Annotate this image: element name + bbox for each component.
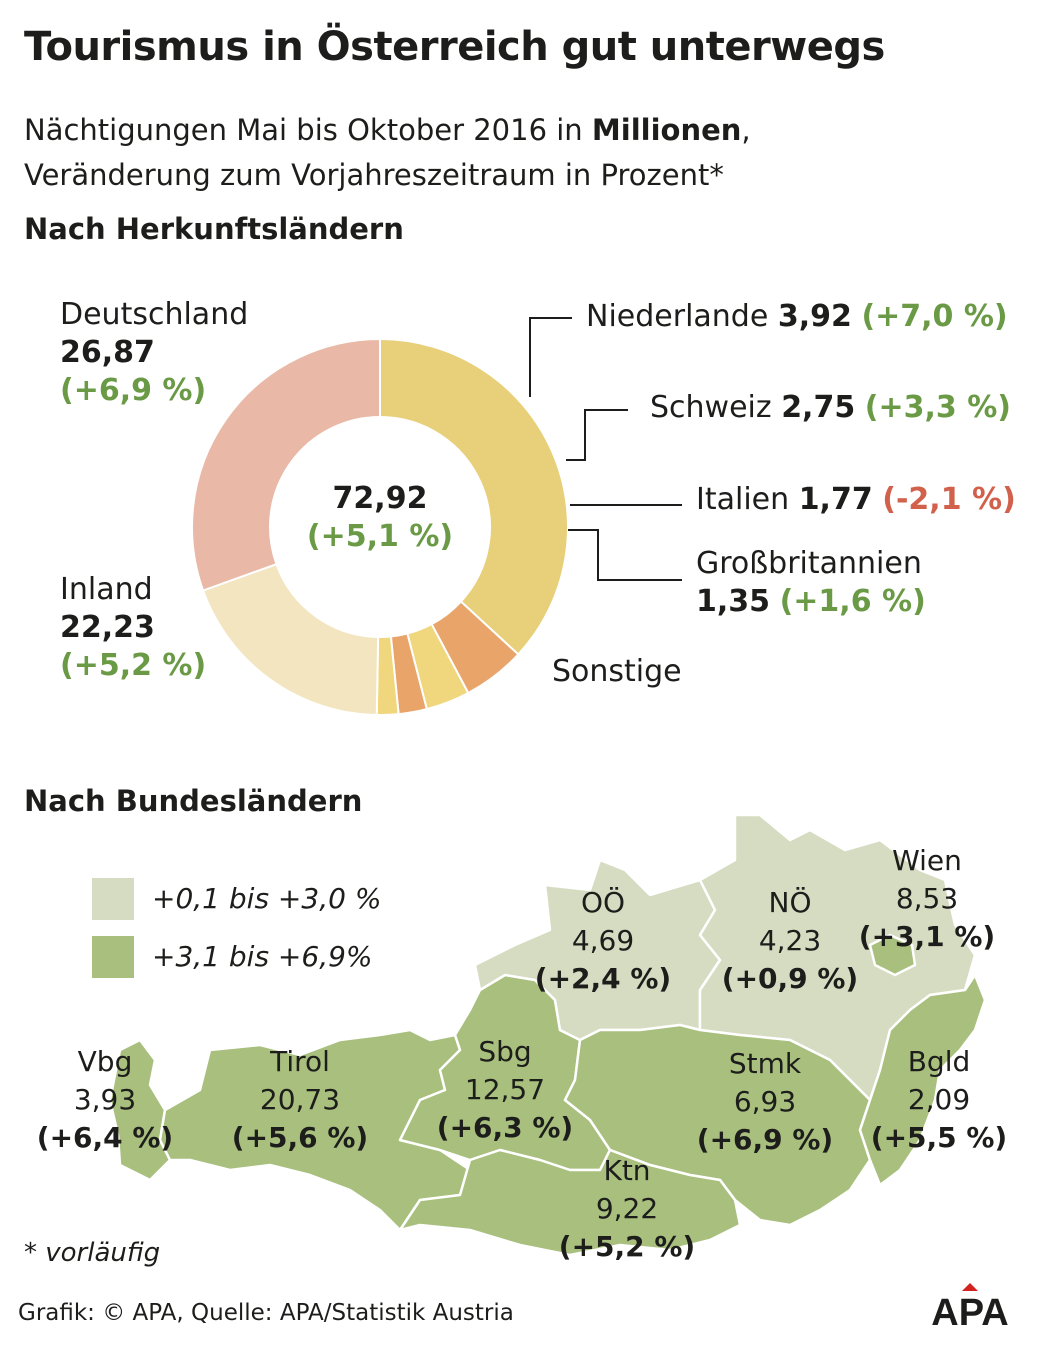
region-name: Wien xyxy=(892,844,962,877)
region-change: (+2,4 %) xyxy=(534,962,672,995)
region-value: 6,93 xyxy=(733,1085,797,1118)
label-italien-value: 1,77 xyxy=(798,482,873,517)
region-change: (+5,2 %) xyxy=(558,1230,696,1263)
label-schweiz-name: Schweiz xyxy=(650,390,772,425)
apa-logo-text: APA xyxy=(931,1292,1008,1329)
region-value: 12,57 xyxy=(464,1073,546,1106)
label-inland-value: 22,23 xyxy=(60,610,155,645)
region-label-vbg: Vbg 3,93 (+6,4 %) xyxy=(20,1043,190,1157)
region-label-sbg: Sbg 12,57 (+6,3 %) xyxy=(420,1033,590,1147)
region-name: Sbg xyxy=(478,1035,532,1068)
donut-slice-grossbritannien xyxy=(375,635,400,716)
label-niederlande: Niederlande 3,92 (+7,0 %) xyxy=(586,298,1008,336)
legend-swatch-low xyxy=(92,878,134,920)
region-name: NÖ xyxy=(768,886,812,919)
region-value: 2,09 xyxy=(907,1083,971,1116)
region-change: (+6,9 %) xyxy=(696,1123,834,1156)
chart-title: Tourismus in Österreich gut unterwegs xyxy=(24,24,885,70)
region-value: 4,69 xyxy=(571,924,635,957)
label-inland: Inland 22,23 (+5,2 %) xyxy=(60,571,206,685)
region-change: (+5,5 %) xyxy=(870,1121,1008,1154)
region-value: 9,22 xyxy=(595,1192,659,1225)
donut-slice-niederlande xyxy=(430,600,520,695)
subtitle-pre: Nächtigungen Mai bis Oktober 2016 in xyxy=(24,113,592,147)
legend-label-high: +3,1 bis +6,9% xyxy=(152,940,373,973)
region-label-ooe: OÖ 4,69 (+2,4 %) xyxy=(518,884,688,998)
label-inland-name: Inland xyxy=(60,572,153,607)
label-niederlande-change: (+7,0 %) xyxy=(861,299,1008,334)
leader-niederlande xyxy=(529,317,572,397)
region-value: 8,53 xyxy=(895,882,959,915)
donut-slice-schweiz xyxy=(406,622,470,711)
label-deutschland-value: 26,87 xyxy=(60,335,155,370)
region-name: Vbg xyxy=(77,1045,133,1078)
region-label-bgld: Bgld 2,09 (+5,5 %) xyxy=(854,1043,1024,1157)
leader-grossbritannien xyxy=(568,529,682,581)
region-change: (+0,9 %) xyxy=(721,962,859,995)
region-name: Stmk xyxy=(728,1047,802,1080)
label-italien-change: (-2,1 %) xyxy=(882,482,1016,517)
region-label-stmk: Stmk 6,93 (+6,9 %) xyxy=(680,1045,850,1159)
label-schweiz-change: (+3,3 %) xyxy=(864,390,1011,425)
source-credit: Grafik: © APA, Quelle: APA/Statistik Aus… xyxy=(18,1300,514,1326)
label-niederlande-value: 3,92 xyxy=(777,299,852,334)
donut-slice-italien xyxy=(389,632,429,716)
label-schweiz: Schweiz 2,75 (+3,3 %) xyxy=(650,389,1011,427)
label-italien-name: Italien xyxy=(696,482,790,517)
region-label-ktn: Ktn 9,22 (+5,2 %) xyxy=(542,1152,712,1266)
leader-schweiz xyxy=(566,409,628,461)
region-change: (+3,1 %) xyxy=(858,920,996,953)
region-value: 20,73 xyxy=(259,1083,341,1116)
region-change: (+6,3 %) xyxy=(436,1111,574,1144)
donut-center: 72,92 (+5,1 %) xyxy=(280,480,480,556)
subtitle-line2: Veränderung zum Vorjahreszeitraum in Pro… xyxy=(24,158,724,192)
label-schweiz-value: 2,75 xyxy=(781,390,856,425)
label-inland-change: (+5,2 %) xyxy=(60,648,207,683)
donut-total-change: (+5,1 %) xyxy=(306,519,454,554)
label-deutschland-name: Deutschland xyxy=(60,297,249,332)
donut-total: 72,92 xyxy=(332,481,428,516)
region-name: Ktn xyxy=(603,1154,651,1187)
label-grossbritannien-change: (+1,6 %) xyxy=(779,584,926,619)
label-grossbritannien-value: 1,35 xyxy=(696,584,771,619)
subtitle-unit: Millionen xyxy=(591,113,742,147)
region-value: 3,93 xyxy=(73,1083,137,1116)
subtitle-post: , xyxy=(741,113,751,147)
label-deutschland-change: (+6,9 %) xyxy=(60,373,207,408)
label-italien: Italien 1,77 (-2,1 %) xyxy=(696,481,1016,519)
region-name: OÖ xyxy=(580,886,626,919)
label-grossbritannien-name: Großbritannien xyxy=(696,546,922,581)
section-herkunft: Nach Herkunftsländern xyxy=(24,212,404,246)
section-bundeslaender: Nach Bundesländern xyxy=(24,784,363,818)
region-label-noe: NÖ 4,23 (+0,9 %) xyxy=(705,884,875,998)
region-label-tirol: Tirol 20,73 (+5,6 %) xyxy=(215,1043,385,1157)
chart-subtitle: Nächtigungen Mai bis Oktober 2016 in Mil… xyxy=(24,108,751,198)
region-name: Bgld xyxy=(907,1045,971,1078)
legend-label-low: +0,1 bis +3,0 % xyxy=(152,882,382,915)
region-label-wien: Wien 8,53 (+3,1 %) xyxy=(842,842,1012,956)
region-change: (+6,4 %) xyxy=(36,1121,174,1154)
region-change: (+5,6 %) xyxy=(231,1121,369,1154)
label-grossbritannien: Großbritannien 1,35 (+1,6 %) xyxy=(696,545,926,621)
region-name: Tirol xyxy=(270,1045,330,1078)
region-value: 4,23 xyxy=(758,924,822,957)
label-niederlande-name: Niederlande xyxy=(586,299,769,334)
footnote: * vorläufig xyxy=(24,1238,161,1268)
donut-slice-sonstige xyxy=(201,562,380,716)
apa-logo: APA xyxy=(931,1283,1009,1329)
label-sonstige: Sonstige xyxy=(552,654,682,689)
legend-swatch-high xyxy=(92,936,134,978)
label-deutschland: Deutschland 26,87 (+6,9 %) xyxy=(60,296,248,410)
